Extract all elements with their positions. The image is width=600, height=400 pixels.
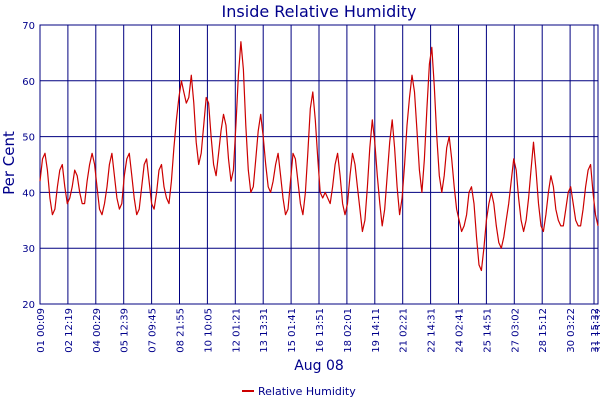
x-tick-label: 07 09:45 [148, 308, 159, 353]
y-tick-label: 70 [22, 21, 35, 32]
x-tick-label: 13 13:31 [259, 308, 270, 353]
x-tick-label: 08 21:55 [176, 308, 187, 353]
x-tick-label: 31 15:32 [594, 308, 600, 353]
x-tick-label: 28 15:12 [538, 308, 549, 353]
y-tick-label: 50 [22, 133, 35, 144]
x-tick-label: 02 12:19 [64, 308, 75, 353]
grid-lines [39, 24, 599, 305]
x-tick-label: 24 02:41 [455, 308, 466, 353]
x-tick-label: 27 03:02 [510, 308, 521, 353]
legend: Relative Humidity [242, 385, 356, 398]
y-tick-label: 40 [22, 188, 35, 199]
chart-title: Inside Relative Humidity [222, 2, 417, 21]
x-tick-label: 16 13:51 [315, 308, 326, 353]
x-tick-label: 05 12:39 [120, 308, 131, 353]
x-tick-label: 10 10:05 [203, 308, 214, 353]
x-axis-ticks: 01 00:09 02 12:19 04 00:29 05 12:39 07 09:45… [36, 308, 600, 353]
x-tick-label: 18 02:01 [343, 308, 354, 353]
y-tick-label: 20 [22, 300, 35, 311]
x-tick-label: 12 01:21 [231, 308, 242, 353]
y-axis-label: Per Cent [0, 131, 18, 195]
x-tick-label: 21 02:21 [399, 308, 410, 353]
x-tick-label: 25 14:51 [482, 308, 493, 353]
y-tick-label: 30 [22, 244, 35, 255]
x-tick-label: 31 15:32 [590, 308, 600, 353]
y-axis-ticks: 20 30 40 50 60 70 [22, 21, 35, 311]
x-tick-label: 15 01:41 [287, 308, 298, 353]
series-line-relative-humidity [39, 41, 599, 272]
x-tick-label: 19 14:11 [371, 308, 382, 353]
y-tick-label: 60 [22, 77, 35, 88]
x-tick-label: 04 00:29 [92, 308, 103, 353]
plot-area-border [39, 24, 599, 305]
x-tick-label: 01 00:09 [36, 308, 47, 353]
x-tick-label: 22 14:31 [427, 308, 438, 353]
legend-label: Relative Humidity [258, 385, 356, 398]
x-tick-label: 30 03:22 [566, 308, 577, 353]
x-axis-label: Aug 08 [294, 358, 344, 374]
